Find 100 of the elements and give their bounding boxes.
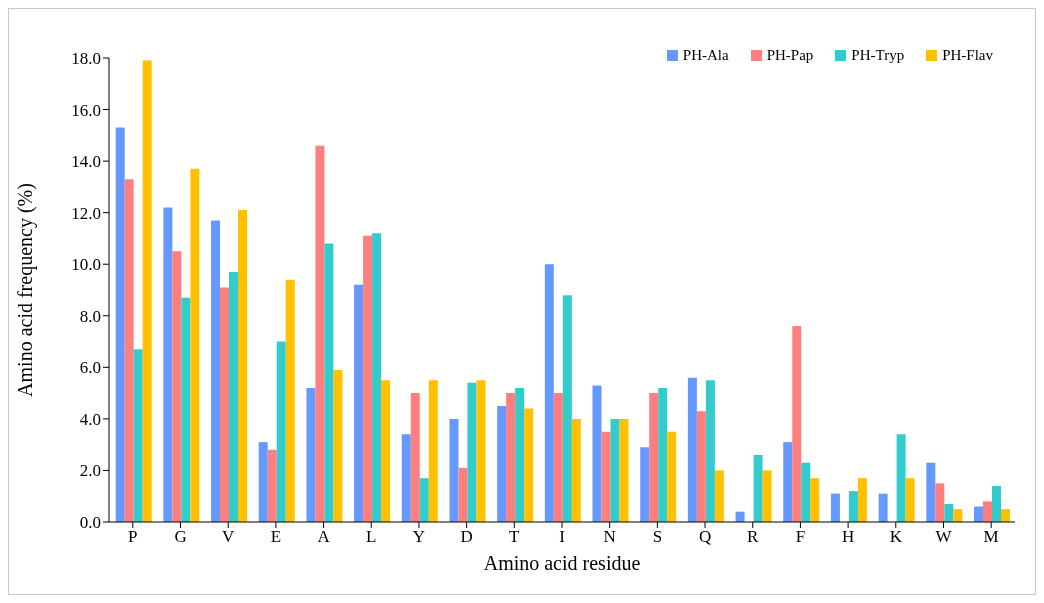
x-tick-label: N (603, 527, 616, 547)
y-tick-label: 14.0 (71, 152, 101, 172)
y-axis-title: Amino acid frequency (%) (14, 183, 38, 397)
x-tick-label: K (889, 527, 903, 547)
bar (935, 483, 945, 522)
x-axis-title: Amino acid residue (483, 552, 641, 574)
bar (419, 478, 429, 522)
x-tick-label: D (460, 527, 473, 547)
bar (285, 279, 295, 522)
y-tick-label: 0.0 (79, 513, 101, 533)
bar (229, 271, 239, 522)
bar (619, 418, 629, 522)
bar (410, 393, 420, 522)
bar (848, 491, 858, 522)
bar (991, 485, 1001, 522)
bar (878, 493, 888, 522)
bar (649, 393, 659, 522)
bar (449, 418, 459, 522)
bar (953, 509, 963, 522)
bar (801, 462, 811, 522)
bar (267, 449, 277, 522)
bar (982, 501, 992, 522)
y-tick-label: 8.0 (79, 306, 101, 326)
x-tick-label: M (983, 527, 999, 547)
x-tick-label: E (270, 527, 282, 547)
x-tick-label: A (317, 527, 331, 547)
bar (401, 434, 411, 522)
bar (238, 210, 248, 522)
x-tick-label: R (747, 527, 760, 547)
bar (544, 264, 554, 522)
y-tick-label: 18.0 (71, 49, 101, 69)
bar (926, 462, 936, 522)
x-tick-label: Y (412, 527, 426, 547)
bar (190, 168, 200, 522)
bar (792, 326, 802, 522)
x-tick-label: Q (698, 527, 712, 547)
y-tick-label: 4.0 (79, 409, 101, 429)
bar (762, 470, 772, 522)
x-tick-label: G (174, 527, 187, 547)
bar (705, 380, 715, 522)
bar (220, 287, 230, 522)
bar (857, 478, 867, 522)
bar (783, 442, 793, 522)
bar (515, 387, 525, 522)
x-tick-label: L (366, 527, 377, 547)
y-tick-label: 12.0 (71, 203, 101, 223)
bar (640, 447, 650, 522)
legend-label: PH-Tryp (851, 47, 905, 64)
bar (315, 145, 325, 522)
x-tick-label: V (222, 527, 236, 547)
bar (467, 382, 477, 522)
bar (571, 418, 581, 522)
bar (372, 233, 382, 522)
bar (163, 207, 173, 522)
x-tick-label: F (795, 527, 806, 547)
bar (476, 380, 486, 522)
bar (497, 406, 507, 522)
x-tick-label: H (841, 527, 855, 547)
bar (258, 442, 268, 522)
legend-label: PH-Pap (766, 47, 814, 64)
bar (810, 478, 820, 522)
bar (610, 418, 620, 522)
y-tick-label: 10.0 (71, 255, 101, 275)
x-tick-label: S (652, 527, 663, 547)
y-tick-label: 6.0 (79, 358, 101, 378)
legend-label: PH-Flav (942, 47, 993, 64)
bar (896, 434, 906, 522)
bar (753, 454, 763, 522)
bar (905, 478, 915, 522)
x-tick-label: T (509, 527, 521, 547)
bar (363, 235, 373, 522)
bar (324, 243, 334, 522)
bar (115, 127, 125, 522)
bar (601, 431, 611, 522)
bar (524, 408, 534, 522)
bar (667, 431, 677, 522)
bar (687, 377, 697, 522)
y-tick-label: 2.0 (79, 461, 101, 481)
legend-label: PH-Ala (682, 47, 729, 64)
bar (354, 284, 364, 522)
bar (944, 503, 954, 522)
bar (714, 470, 724, 522)
bar (973, 506, 983, 522)
bar (124, 179, 134, 522)
bar (333, 369, 343, 522)
bar (696, 411, 706, 522)
x-tick-label: P (128, 527, 138, 547)
x-tick-label: I (559, 527, 566, 547)
y-tick-label: 16.0 (71, 100, 101, 120)
bar (592, 385, 602, 522)
bar (830, 493, 840, 522)
bar (1000, 509, 1010, 522)
bar (658, 387, 668, 522)
bar (506, 393, 516, 522)
bar (276, 341, 286, 522)
bar (458, 467, 468, 522)
bar (306, 387, 316, 522)
bar (142, 60, 152, 522)
bar (211, 220, 221, 522)
bar (381, 380, 391, 522)
